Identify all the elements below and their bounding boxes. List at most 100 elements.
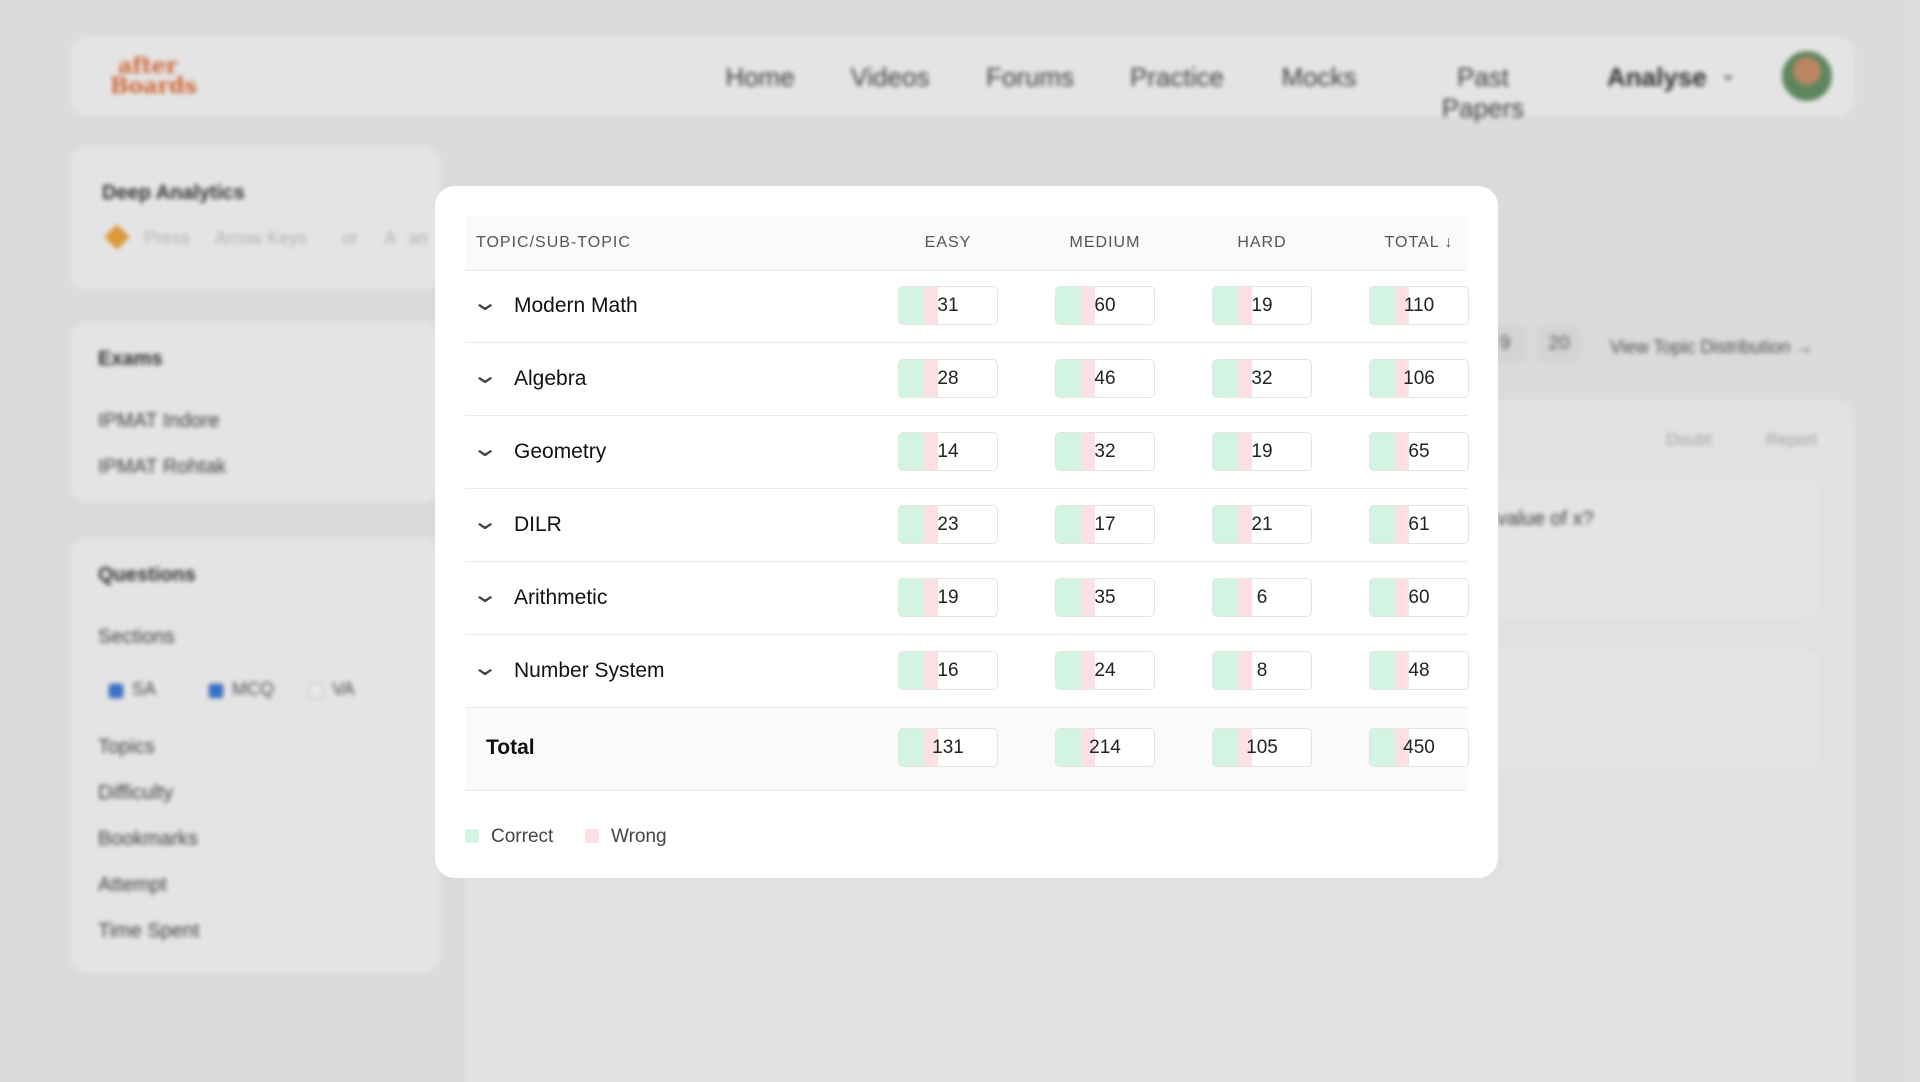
section-toggle[interactable]: Sections [98,626,175,648]
row-divider [465,707,1468,708]
filter-item[interactable]: Bookmarks [98,828,199,850]
checkbox[interactable] [208,683,224,699]
nav-link[interactable]: Past Papers [1441,62,1525,123]
count-cell: 19 [1212,286,1312,325]
count-cell: 48 [1369,651,1469,690]
count-cell: 65 [1369,432,1469,471]
hint-text: Arrow Keys [215,228,308,248]
filter-item[interactable]: Difficulty [98,782,174,804]
avatar[interactable] [1782,51,1832,101]
table: TOPIC/SUB-TOPIC EASY MEDIUM HARD TOTAL ↓ ⌄ Mod… [465,216,1469,791]
expand-chevron[interactable]: ⌄ [470,581,500,608]
expand-chevron[interactable]: ⌄ [470,654,500,681]
count-cell: 32 [1212,359,1312,398]
filter-item[interactable]: Attempt [98,874,167,896]
count-cell: 31 [898,286,998,325]
panel-title: Deep Analytics [102,182,245,204]
exam-item[interactable]: IPMAT Rohtak [98,456,227,478]
exam-item[interactable]: IPMAT Indore [98,410,220,432]
filter-item[interactable]: Time Spent [98,920,200,942]
nav-menu[interactable]: Analyse [1607,62,1707,92]
row-divider [465,561,1468,562]
count-cell: 8 [1212,651,1312,690]
panel-title: Questions [98,564,196,586]
topic-modal: TOPIC/SUB-TOPIC EASY MEDIUM HARD TOTAL ↓ ⌄ Mod… [435,186,1498,878]
column-header: EASY [924,234,972,251]
checkbox[interactable] [108,683,124,699]
count-cell: 6 [1212,578,1312,617]
logo-top: after [118,53,178,79]
topic-name[interactable]: Arithmetic [514,586,608,609]
expand-chevron[interactable]: ⌄ [470,435,500,462]
count-cell: 17 [1055,505,1155,544]
topic-name[interactable]: Modern Math [514,294,638,317]
count-cell: 110 [1369,286,1469,325]
checkbox[interactable] [308,683,324,699]
count-cell: 35 [1055,578,1155,617]
checkbox-label[interactable]: MCQ [232,679,274,699]
expand-chevron[interactable]: ⌄ [470,289,500,316]
legend-swatch [465,829,479,843]
row-divider [465,342,1468,343]
expand-chevron[interactable]: ⌄ [470,362,500,389]
topic-name[interactable]: DILR [514,513,562,536]
filter-item[interactable]: Topics [98,736,155,758]
nav-link[interactable]: Home [725,62,795,92]
count-cell: 28 [898,359,998,398]
hint-text: A [384,228,397,248]
count-cell: 106 [1369,359,1469,398]
checkbox-label[interactable]: VA [332,679,355,699]
table-header-row [465,216,1468,271]
panel: Exams IPMAT Indore IPMAT Rohtak [70,322,440,502]
count-cell: 105 [1212,728,1312,767]
panel-title: Exams [98,348,163,370]
question-card [1480,478,1822,620]
legend-swatch [585,829,599,843]
count-cell: 214 [1055,728,1155,767]
legend-label: Wrong [611,826,667,847]
nav-link[interactable]: Videos [850,62,930,92]
count-cell: 16 [898,651,998,690]
count-cell: 450 [1369,728,1469,767]
column-header: HARD [1237,234,1287,251]
column-header: TOPIC/SUB-TOPIC [476,234,631,251]
page-button[interactable]: 20 [1536,325,1582,363]
row-divider [465,634,1468,635]
column-header: MEDIUM [1069,234,1141,251]
topic-name[interactable]: Algebra [514,367,587,390]
total-label: Total [486,736,535,759]
count-cell: 14 [898,432,998,471]
hint-text: Press [144,228,191,248]
nav-link[interactable]: Mocks [1281,62,1357,92]
count-cell: 46 [1055,359,1155,398]
report-link[interactable]: Report [1766,430,1818,449]
question-text: value of x? [1497,508,1594,530]
topic-name[interactable]: Number System [514,659,665,682]
chevron: ⌄ [1720,63,1737,85]
hint-text: or [342,228,359,248]
logo-bottom: Boards [110,73,197,99]
nav-bar: after Boards Home Videos Forums Practice Mocks… [70,37,1855,123]
count-cell: 32 [1055,432,1155,471]
row-divider [465,415,1468,416]
count-cell: 19 [1212,432,1312,471]
count-cell: 131 [898,728,998,767]
nav-link[interactable]: Forums [985,62,1075,92]
expand-chevron[interactable]: ⌄ [470,508,500,535]
view-topic-link[interactable]: View Topic Distribution → [1602,333,1868,362]
topic-name[interactable]: Geometry [514,440,607,463]
checkbox-label[interactable]: SA [132,679,157,699]
column-header[interactable]: TOTAL ↓ [1384,234,1454,251]
count-cell: 19 [898,578,998,617]
doubt-link[interactable]: Doubt [1666,430,1712,449]
panel: Questions Sections SA MCQ VA Topics Difficulty… [70,538,440,973]
option-card [1480,648,1822,770]
count-cell: 60 [1055,286,1155,325]
legend-label: Correct [491,826,554,847]
count-cell: 61 [1369,505,1469,544]
count-cell: 60 [1369,578,1469,617]
nav-link[interactable]: Practice [1130,62,1224,92]
count-cell: 21 [1212,505,1312,544]
